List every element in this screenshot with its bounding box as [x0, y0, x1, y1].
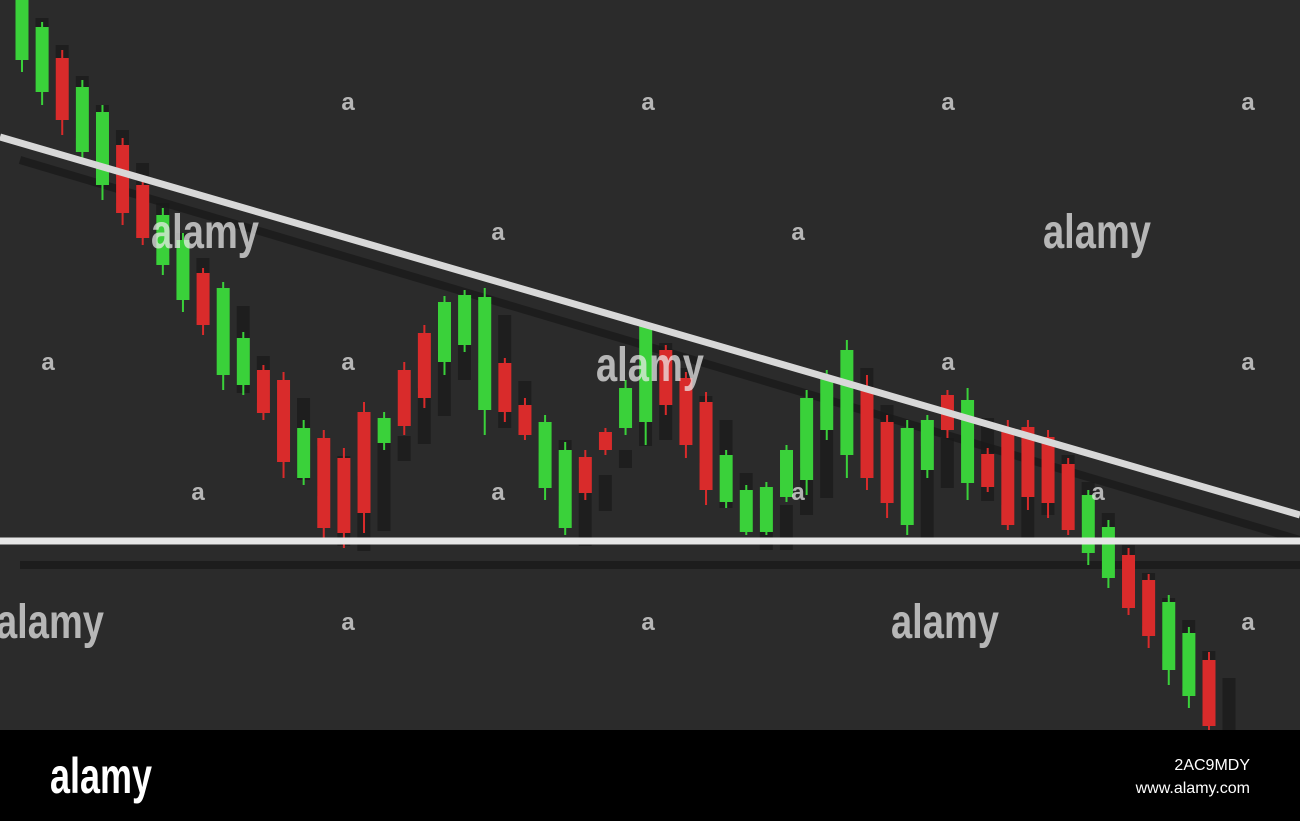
- candle-body: [659, 350, 673, 405]
- candle-shadow: [1222, 678, 1236, 744]
- watermark-logo: alamy: [1043, 206, 1151, 259]
- candle-body: [297, 428, 311, 478]
- candle-body: [116, 145, 130, 213]
- watermark-logo: alamy: [151, 206, 259, 259]
- candle-body: [176, 240, 190, 300]
- candle-body: [920, 420, 934, 470]
- candle-body: [1061, 464, 1075, 530]
- candle-shadow: [377, 430, 391, 531]
- candle-shadow: [940, 438, 954, 488]
- candle-body: [498, 363, 512, 412]
- watermark-logo: alamy: [891, 596, 999, 649]
- candle-body: [900, 428, 914, 525]
- candle-body: [1001, 428, 1015, 525]
- watermark-mark: a: [641, 609, 655, 636]
- watermark-mark: a: [491, 219, 505, 246]
- candle-body: [800, 398, 814, 480]
- candle-body: [780, 450, 794, 497]
- candle-body: [860, 387, 874, 478]
- candle-body: [840, 350, 854, 455]
- watermark-mark: a: [341, 89, 355, 116]
- footer-url: www.alamy.com: [1135, 780, 1250, 797]
- candle-body: [1041, 437, 1055, 503]
- image-id: 2AC9MDY: [1174, 757, 1250, 774]
- candle-body: [75, 87, 89, 152]
- watermark-logo: alamy: [596, 339, 704, 392]
- candle-body: [357, 412, 371, 513]
- candle-body: [598, 432, 612, 450]
- watermark-mark: a: [1091, 479, 1105, 506]
- candle-body: [619, 388, 633, 428]
- candle-shadow: [397, 436, 411, 461]
- candle-body: [679, 378, 693, 445]
- watermark-mark: a: [191, 479, 205, 506]
- candle-shadow: [820, 416, 834, 498]
- candle-shadow: [437, 351, 451, 416]
- candle-body: [417, 333, 431, 398]
- watermark-mark: a: [791, 479, 805, 506]
- watermark-mark: a: [1241, 609, 1255, 636]
- footer-logo: alamy: [50, 748, 152, 804]
- watermark-mark: a: [641, 89, 655, 116]
- candle-body: [719, 455, 733, 502]
- candle-body: [699, 402, 713, 490]
- candle-body: [277, 380, 291, 462]
- candle-body: [558, 450, 572, 528]
- candle-body: [377, 418, 391, 443]
- candle-body: [478, 297, 492, 410]
- candle-body: [961, 400, 975, 483]
- candle-body: [1202, 660, 1216, 726]
- candle-body: [518, 405, 532, 435]
- candle-body: [1162, 602, 1176, 670]
- candle-body: [196, 273, 210, 325]
- candle-body: [1182, 633, 1196, 696]
- candle-body: [437, 302, 451, 362]
- candle-body: [136, 185, 150, 238]
- candle-body: [1021, 427, 1035, 497]
- watermark-mark: a: [341, 609, 355, 636]
- candles: [15, 0, 1236, 744]
- candle-body: [256, 370, 270, 413]
- candle-body: [156, 215, 170, 265]
- candle-body: [759, 487, 773, 532]
- candle-body: [35, 27, 49, 92]
- candle-body: [1101, 527, 1115, 578]
- candle-body: [236, 338, 250, 385]
- candle-body: [639, 325, 653, 422]
- candle-shadow: [417, 388, 431, 444]
- candle-body: [739, 490, 753, 532]
- resistance-line: [0, 133, 1300, 519]
- candle-body: [1122, 555, 1136, 608]
- candle-body: [578, 457, 592, 493]
- candle-body: [397, 370, 411, 426]
- candle-body: [458, 295, 472, 345]
- candle-body: [95, 112, 109, 185]
- watermarks: alamy alamy alamy alamy alamy a a a a a a a a a a a a a a a…: [0, 89, 1255, 649]
- candle-body: [317, 438, 331, 528]
- watermark-mark: a: [941, 89, 955, 116]
- candle-body: [1142, 580, 1156, 636]
- watermark-mark: a: [1241, 349, 1255, 376]
- footer-bar: [0, 730, 1300, 821]
- candle-shadow: [598, 475, 612, 511]
- watermark-mark: a: [41, 349, 55, 376]
- candle-body: [538, 422, 552, 488]
- candle-shadow: [618, 450, 632, 468]
- watermark-mark: a: [791, 219, 805, 246]
- candle-body: [880, 422, 894, 503]
- watermark-logo: alamy: [0, 596, 104, 649]
- candle-body: [820, 377, 834, 430]
- candle-body: [15, 0, 29, 60]
- watermark-mark: a: [341, 349, 355, 376]
- watermark-mark: a: [941, 349, 955, 376]
- candle-shadow: [920, 446, 934, 543]
- candle-body: [337, 458, 351, 533]
- watermark-mark: a: [1241, 89, 1255, 116]
- candle-body: [216, 288, 230, 375]
- watermark-mark: a: [491, 479, 505, 506]
- candle-body: [981, 454, 995, 487]
- candle-body: [55, 58, 69, 120]
